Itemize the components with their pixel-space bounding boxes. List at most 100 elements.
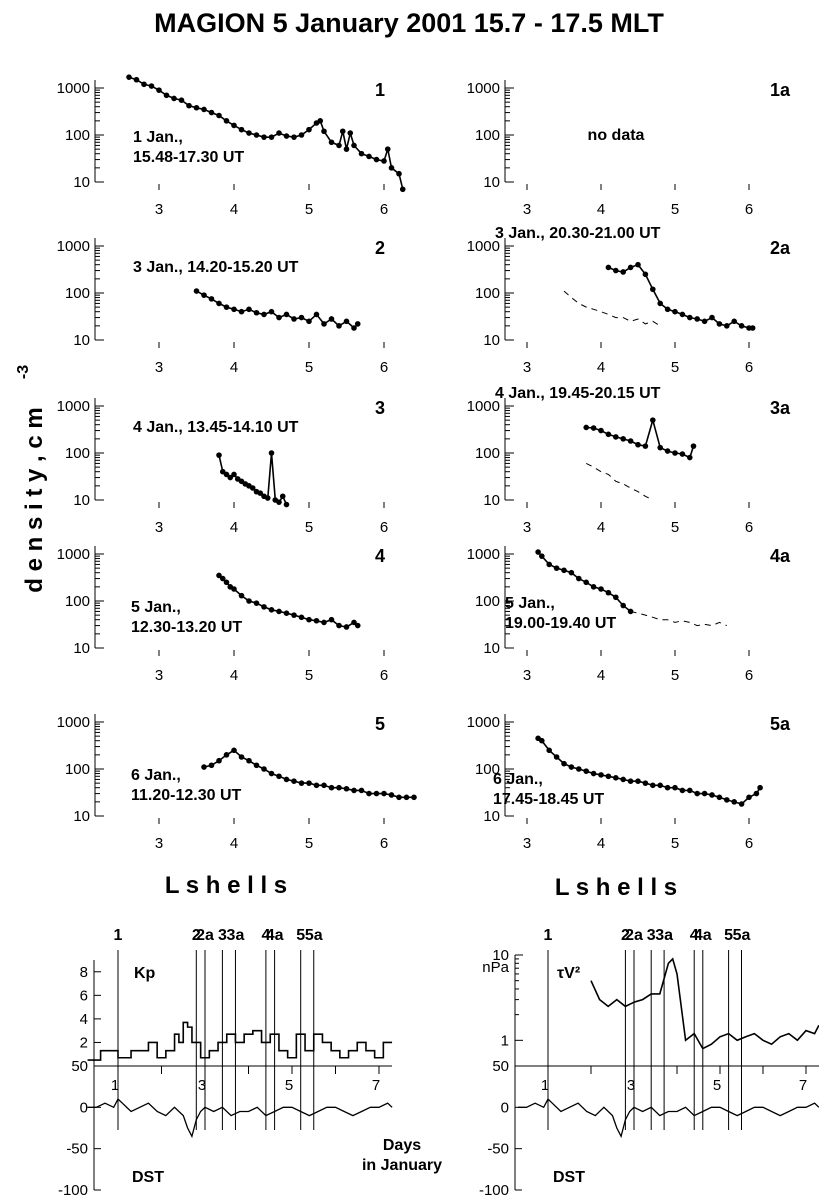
panel-2-point — [201, 292, 207, 298]
panel-5-xtick-label: 6 — [380, 835, 388, 852]
event-marker-label: 2a — [196, 927, 214, 944]
panel-2a-point — [738, 323, 745, 329]
panel-1-point — [141, 81, 147, 88]
panel-1a-xtick-label: 3 — [523, 201, 531, 218]
panel-4-point — [336, 622, 342, 629]
event-marker-label: 5 — [296, 927, 305, 944]
panel-3a-point — [664, 448, 671, 454]
panel-1-label: 1 — [375, 80, 385, 100]
dst_right-ytick-label: 50 — [492, 1058, 509, 1075]
panel-4-point — [343, 624, 350, 630]
panel-2-point — [246, 306, 252, 313]
panel-4a-point — [535, 549, 541, 555]
panel-3a-point — [635, 441, 641, 448]
panel-5-point — [358, 787, 365, 794]
panel-5a-point — [716, 794, 723, 801]
panel-5-point — [313, 782, 320, 789]
panel-3a-xtick-label: 4 — [597, 519, 605, 536]
panel-3-point — [279, 493, 286, 500]
panel-2-point — [268, 308, 275, 315]
panel-4a-point — [613, 594, 619, 601]
panel-1-point — [238, 126, 245, 133]
panel-4-xtick-label: 3 — [155, 667, 163, 684]
panel-5-point — [276, 773, 282, 780]
panel-2-ytick-label: 100 — [65, 285, 90, 302]
panel-5-point — [246, 757, 252, 764]
panel-4a-point — [605, 589, 612, 596]
panel-1-point — [276, 130, 282, 136]
panel-5-point — [366, 790, 372, 797]
panel-3-point — [227, 474, 234, 481]
panel-3a-ytick-label: 10 — [483, 492, 500, 509]
panel-5-point — [373, 790, 380, 797]
panel-1-point — [388, 165, 395, 171]
panel-4a-point — [620, 602, 626, 609]
panel-3-point — [268, 450, 275, 456]
dst_right-xtick-label: 7 — [799, 1077, 807, 1094]
panel-1-point — [246, 130, 252, 136]
kp-ytick-label: 8 — [80, 964, 88, 981]
panel-4a-xtick-label: 4 — [597, 667, 605, 684]
kp-series-line — [87, 1021, 393, 1061]
panel-1-xtick-label: 3 — [155, 201, 163, 218]
panel-2-xtick-label: 3 — [155, 359, 163, 376]
panel-1-point — [351, 142, 357, 149]
panel-1a-ytick-label: 10 — [483, 174, 500, 191]
panel-5-point — [411, 794, 417, 801]
event-marker-label: 4 — [261, 927, 270, 944]
panel-2-point — [231, 306, 237, 313]
panel-4a-point — [553, 565, 560, 571]
panel-5a-point — [546, 747, 552, 754]
panel-4a-date-line1: 5 Jan., — [505, 595, 555, 612]
panel-5-point — [381, 790, 387, 797]
event-marker-label: 2a — [625, 927, 643, 944]
panel-5a-xtick-label: 5 — [671, 835, 679, 852]
event-marker-label: 1 — [114, 927, 123, 944]
panel-2a-point — [627, 264, 634, 271]
panel-4-ytick-label: 1000 — [57, 546, 90, 563]
panel-3-label: 3 — [375, 398, 385, 418]
panel-5a-point — [627, 778, 634, 785]
panel-3a-point — [583, 424, 589, 431]
panel-2a-point — [657, 300, 663, 307]
panel-3a-date-line1: 4 Jan., 19.45-20.15 UT — [495, 385, 661, 402]
panel-3-point — [249, 485, 256, 491]
event-marker-label: 2 — [621, 927, 630, 944]
panel-4-point — [328, 616, 335, 623]
panel-2-label: 2 — [375, 238, 385, 258]
panel-3-point — [216, 452, 222, 458]
dst_right-xtick-label: 3 — [627, 1077, 635, 1094]
panel-1-xtick-label: 6 — [380, 201, 388, 218]
panel-2a-dashed-line — [563, 290, 661, 327]
dst_left-label: DST — [132, 1169, 164, 1186]
panel-1-point — [283, 133, 290, 139]
panel-4-point — [283, 610, 290, 617]
panel-3-ytick-label: 10 — [73, 492, 90, 509]
dst_left-ytick-label: 0 — [80, 1099, 88, 1116]
dst_right-ytick-label: -50 — [487, 1141, 509, 1158]
event-marker-label: 3a — [227, 927, 245, 944]
panel-3a-point — [620, 436, 626, 442]
panel-5-point — [343, 785, 350, 792]
panel-4a-label: 4a — [770, 546, 791, 566]
panel-2-date-line1: 3 Jan., 14.20-15.20 UT — [133, 259, 299, 276]
panel-2-xtick-label: 6 — [380, 359, 388, 376]
panel-2-point — [208, 296, 215, 302]
panel-2a-ytick-label: 1000 — [467, 238, 500, 255]
panel-3-point — [231, 471, 237, 478]
panel-4a-point — [561, 567, 567, 574]
panel-4a-point — [539, 553, 545, 559]
panel-5-point — [388, 792, 395, 798]
panel-3a-point — [605, 431, 612, 438]
panel-2a-point — [724, 323, 730, 329]
panel-3a-point — [650, 417, 656, 423]
panel-2a-point — [694, 316, 700, 322]
panel-5a-point — [568, 764, 575, 770]
chart-title: MAGION 5 January 2001 15.7 - 17.5 MLT — [154, 8, 664, 38]
panel-5-xtick-label: 5 — [305, 835, 313, 852]
event-marker-label: 5a — [733, 927, 751, 944]
panel-2a-xtick-label: 5 — [671, 359, 679, 376]
panel-5a-point — [642, 780, 649, 786]
event-marker-label: 5 — [724, 927, 733, 944]
panel-5a-point — [701, 790, 708, 797]
